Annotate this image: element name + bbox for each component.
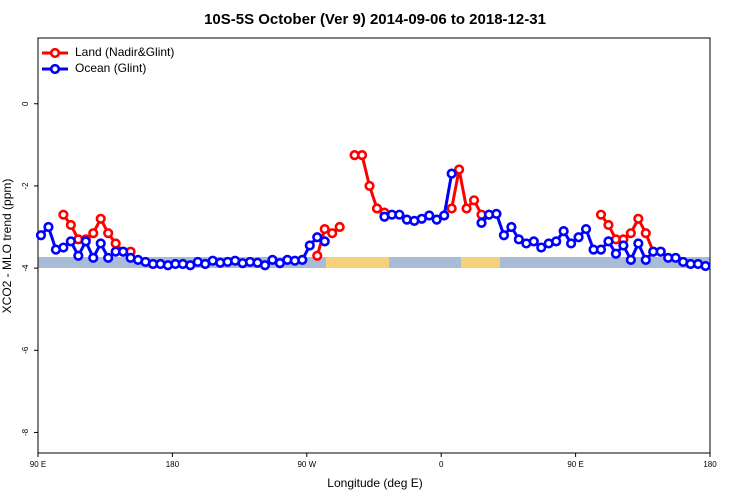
point bbox=[103, 252, 114, 263]
point bbox=[573, 232, 584, 243]
point bbox=[65, 236, 76, 247]
point bbox=[633, 238, 644, 249]
legend-label: Land (Nadir&Glint) bbox=[75, 45, 174, 59]
chart-title: 10S-5S October (Ver 9) 2014-09-06 to 201… bbox=[204, 11, 546, 28]
point bbox=[312, 232, 323, 243]
point bbox=[498, 230, 510, 241]
point bbox=[446, 168, 457, 179]
point bbox=[118, 246, 129, 257]
point bbox=[95, 213, 106, 224]
point bbox=[558, 226, 569, 237]
x-axis-label: Longitude (deg E) bbox=[327, 476, 422, 490]
point bbox=[625, 228, 636, 239]
point bbox=[700, 260, 711, 272]
point bbox=[640, 254, 651, 265]
point bbox=[58, 209, 69, 220]
point bbox=[454, 164, 465, 175]
point bbox=[431, 214, 442, 225]
point bbox=[595, 209, 607, 220]
point bbox=[95, 238, 106, 249]
point bbox=[528, 236, 539, 247]
point bbox=[304, 240, 315, 251]
land-patch bbox=[461, 257, 500, 268]
point bbox=[80, 236, 91, 247]
point bbox=[58, 242, 69, 253]
point bbox=[65, 219, 76, 231]
point bbox=[491, 208, 502, 219]
y-axis-label: XCO2 - MLO trend (ppm) bbox=[0, 179, 14, 314]
point bbox=[43, 221, 54, 233]
y-tick-label: 0 bbox=[21, 101, 30, 106]
point bbox=[610, 248, 622, 259]
point bbox=[371, 203, 383, 214]
point bbox=[110, 238, 121, 249]
point bbox=[356, 150, 368, 161]
y-tick-label: -6 bbox=[21, 346, 30, 354]
x-tick-label: 90 E bbox=[30, 460, 46, 469]
point bbox=[88, 252, 99, 263]
x-tick-label: 90 W bbox=[297, 460, 316, 469]
point bbox=[424, 210, 435, 221]
point bbox=[506, 221, 517, 233]
point bbox=[73, 250, 84, 261]
point bbox=[603, 219, 614, 231]
point bbox=[312, 250, 323, 261]
point bbox=[439, 210, 450, 221]
point bbox=[446, 203, 457, 214]
x-tick-label: 90 E bbox=[567, 460, 583, 469]
point bbox=[35, 230, 47, 241]
point bbox=[327, 228, 338, 239]
point bbox=[640, 228, 651, 239]
x-tick-label: 180 bbox=[703, 460, 717, 469]
point bbox=[670, 252, 681, 263]
point bbox=[536, 242, 547, 253]
y-tick-label: -4 bbox=[21, 264, 30, 272]
plot-frame bbox=[37, 37, 711, 454]
point bbox=[334, 221, 345, 233]
point bbox=[655, 246, 666, 257]
point bbox=[468, 195, 480, 206]
point bbox=[297, 254, 308, 265]
point bbox=[394, 209, 405, 220]
point bbox=[319, 223, 330, 235]
point bbox=[633, 213, 644, 224]
point bbox=[103, 228, 114, 239]
point bbox=[625, 254, 636, 265]
y-tick-label: -8 bbox=[21, 428, 30, 436]
point bbox=[566, 238, 577, 249]
x-tick-label: 0 bbox=[439, 460, 444, 469]
point bbox=[461, 203, 472, 214]
y-tick-label: -2 bbox=[21, 182, 30, 190]
point bbox=[319, 236, 330, 247]
point bbox=[259, 260, 271, 271]
point bbox=[618, 240, 629, 251]
legend-label: Ocean (Glint) bbox=[75, 61, 146, 75]
x-tick-label: 180 bbox=[166, 460, 180, 469]
point bbox=[551, 236, 562, 247]
point bbox=[595, 244, 607, 255]
legend-marker bbox=[49, 47, 61, 59]
point bbox=[603, 236, 614, 247]
point bbox=[476, 217, 487, 229]
point bbox=[513, 234, 524, 245]
point bbox=[88, 228, 99, 239]
land-patch bbox=[326, 257, 389, 268]
point bbox=[580, 223, 592, 235]
legend-marker bbox=[49, 63, 61, 75]
point bbox=[364, 180, 375, 192]
